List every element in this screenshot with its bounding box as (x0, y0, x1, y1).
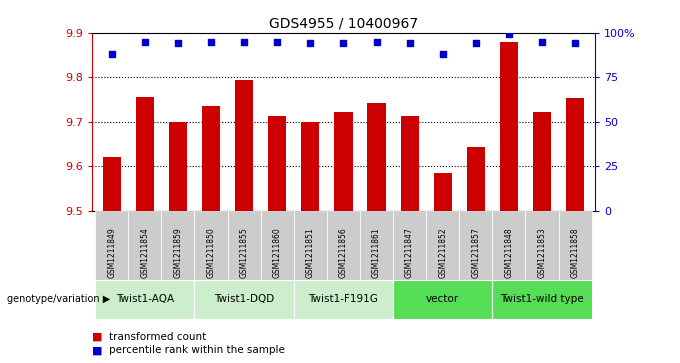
Text: Twist1-wild type: Twist1-wild type (500, 294, 584, 305)
Bar (566, 98, 584, 211)
Bar (301, 122, 320, 211)
Text: GSM1211856: GSM1211856 (339, 227, 348, 278)
Point (404, 40, 415, 46)
Point (503, 32, 514, 37)
Bar (136, 97, 154, 211)
Text: GSM1211860: GSM1211860 (273, 227, 282, 278)
Text: GSM1211850: GSM1211850 (207, 227, 216, 278)
Point (570, 40, 581, 46)
Text: GSM1211857: GSM1211857 (471, 227, 480, 278)
Bar (103, 157, 121, 211)
Point (437, 51, 448, 57)
Text: genotype/variation ▶: genotype/variation ▶ (7, 294, 110, 305)
Bar (235, 80, 253, 211)
Text: transformed count: transformed count (109, 332, 206, 342)
Text: GSM1211851: GSM1211851 (306, 227, 315, 278)
Point (139, 39, 150, 45)
Point (205, 39, 216, 45)
Text: GSM1211849: GSM1211849 (107, 227, 116, 278)
Point (537, 39, 547, 45)
Text: GSM1211858: GSM1211858 (571, 227, 579, 278)
Point (173, 40, 184, 46)
Bar (500, 42, 518, 211)
Bar (268, 116, 286, 211)
Point (106, 51, 117, 57)
Text: GSM1211855: GSM1211855 (239, 227, 249, 278)
Text: GSM1211852: GSM1211852 (438, 227, 447, 278)
Bar (401, 116, 419, 211)
Title: GDS4955 / 10400967: GDS4955 / 10400967 (269, 16, 418, 30)
Bar (169, 122, 187, 211)
Point (338, 40, 349, 46)
Text: GSM1211847: GSM1211847 (405, 227, 414, 278)
Bar (533, 112, 551, 211)
Bar (434, 173, 452, 211)
Text: percentile rank within the sample: percentile rank within the sample (109, 345, 285, 355)
Text: GSM1211848: GSM1211848 (505, 227, 513, 278)
Text: ■: ■ (92, 345, 102, 355)
Bar (367, 103, 386, 211)
Text: Twist1-DQD: Twist1-DQD (214, 294, 274, 305)
Point (371, 39, 382, 45)
Text: GSM1211859: GSM1211859 (173, 227, 182, 278)
Text: vector: vector (426, 294, 459, 305)
Bar (335, 112, 352, 211)
Bar (466, 147, 485, 211)
Text: ■: ■ (92, 332, 102, 342)
Text: GSM1211861: GSM1211861 (372, 227, 381, 278)
Point (305, 40, 316, 46)
Text: Twist1-AQA: Twist1-AQA (116, 294, 174, 305)
Point (239, 39, 250, 45)
Point (471, 40, 481, 46)
Bar (202, 106, 220, 211)
Point (272, 39, 283, 45)
Text: GSM1211854: GSM1211854 (140, 227, 150, 278)
Text: Twist1-F191G: Twist1-F191G (309, 294, 378, 305)
Text: GSM1211853: GSM1211853 (537, 227, 547, 278)
